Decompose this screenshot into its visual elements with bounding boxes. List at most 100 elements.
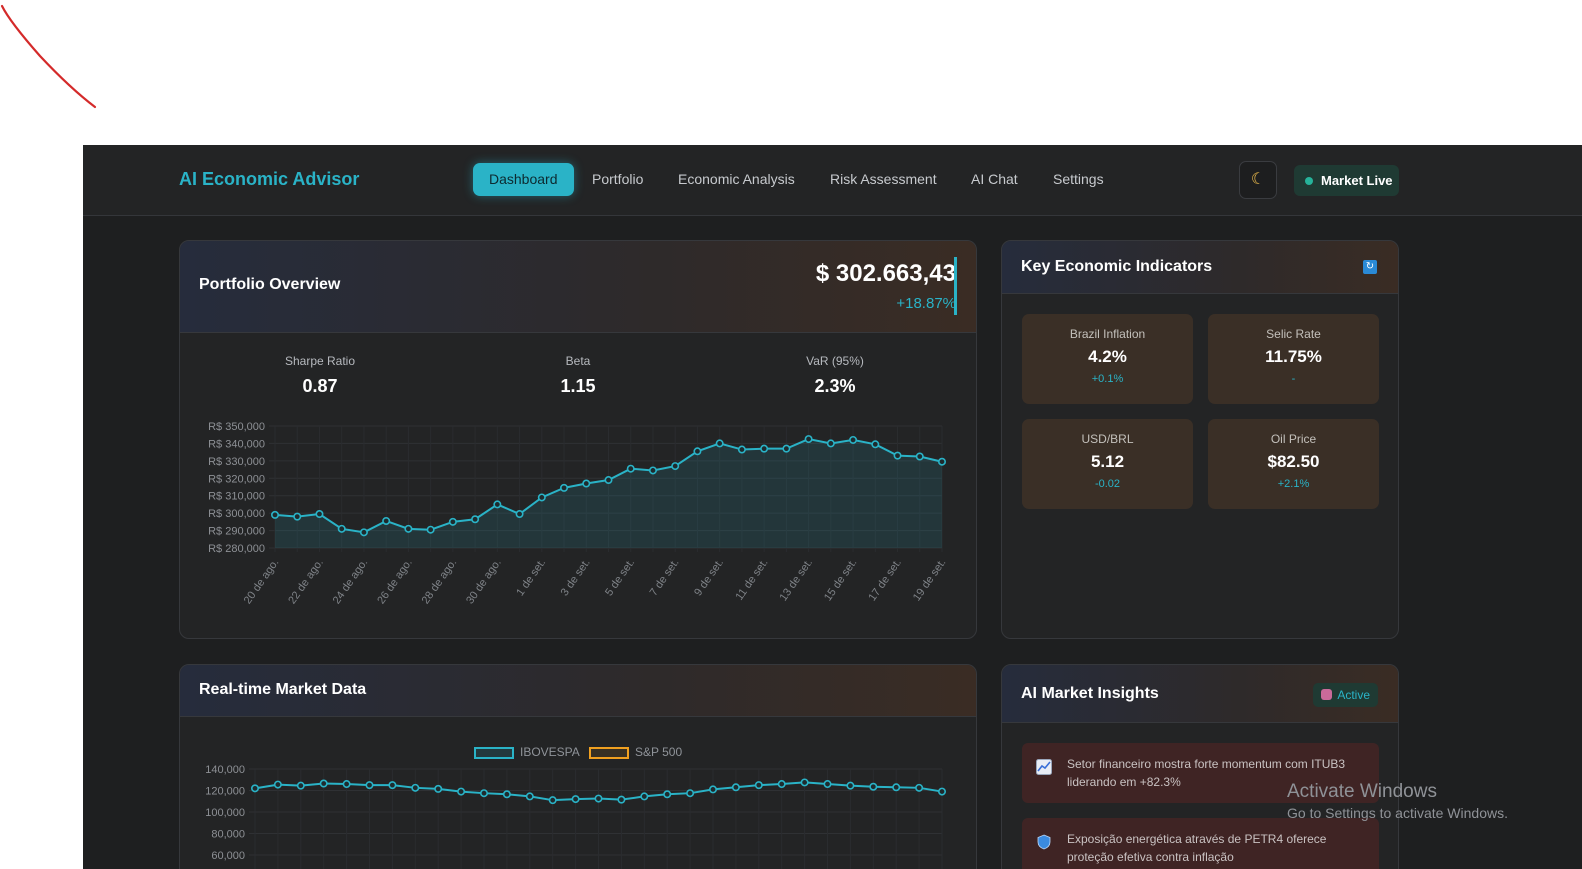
- portfolio-value-chart[interactable]: R$ 350,000 R$ 340,000 R$ 330,000 R$ 320,000…: [180, 419, 977, 629]
- data-point: [760, 444, 769, 453]
- legend-ibovespa[interactable]: IBOVESPA: [474, 745, 580, 759]
- data-point: [640, 792, 649, 801]
- market-live-badge: Market Live: [1294, 165, 1399, 196]
- data-point: [754, 781, 763, 790]
- x-tick-label: 17 de set.: [866, 557, 904, 603]
- legend-label: S&P 500: [635, 745, 683, 759]
- data-point: [915, 452, 924, 461]
- data-point: [693, 447, 702, 456]
- market-data-chart[interactable]: 140,000 120,000 100,000 80,000 60,000: [180, 759, 977, 869]
- insight-item[interactable]: Exposição energética através de PETR4 of…: [1022, 818, 1379, 869]
- tab-economic-analysis[interactable]: Economic Analysis: [678, 171, 795, 187]
- data-point: [548, 796, 557, 805]
- y-tick-label: R$ 350,000: [208, 421, 265, 433]
- data-point: [251, 784, 260, 793]
- market-data-card: Real-time Market Data IBOVESPA S&P 500 1…: [179, 664, 977, 869]
- metric-value: 1.15: [560, 376, 596, 396]
- y-tick-label: R$ 290,000: [208, 526, 265, 538]
- tab-ai-chat[interactable]: AI Chat: [971, 171, 1018, 187]
- top-navbar: AI Economic Advisor Dashboard Portfolio …: [83, 145, 1582, 216]
- indicators-title: Key Economic Indicators: [1021, 258, 1213, 275]
- moon-icon: ☾: [1250, 171, 1266, 188]
- data-point: [826, 439, 835, 448]
- data-point: [342, 780, 351, 789]
- legend-label: IBOVESPA: [520, 745, 580, 759]
- data-point: [604, 476, 613, 485]
- data-point: [571, 795, 580, 804]
- text-cursor-bar: [954, 257, 957, 315]
- indicator-change: +0.1%: [1091, 373, 1124, 385]
- shield-icon: [1037, 834, 1051, 850]
- data-point: [457, 787, 466, 796]
- indicator-oil-price: Oil Price $82.50 +2.1%: [1208, 419, 1379, 509]
- data-point: [892, 783, 901, 792]
- x-tick-label: 30 de ago.: [464, 557, 504, 606]
- data-point: [296, 781, 305, 790]
- metric-label: Sharpe Ratio: [284, 354, 356, 368]
- data-point: [671, 462, 680, 471]
- app-window: AI Economic Advisor Dashboard Portfolio …: [83, 145, 1582, 869]
- data-point: [869, 782, 878, 791]
- data-point: [937, 457, 946, 466]
- data-point: [594, 794, 603, 803]
- data-point: [715, 439, 724, 448]
- app-logo[interactable]: AI Economic Advisor: [179, 169, 360, 189]
- x-tick-label: 9 de set.: [692, 557, 726, 598]
- insight-text: Exposição energética através de PETR4 of…: [1067, 832, 1327, 864]
- data-point: [617, 795, 626, 804]
- data-point: [337, 524, 346, 533]
- metric-var: VaR (95%) 2.3%: [735, 354, 935, 397]
- metric-label: VaR (95%): [806, 354, 864, 368]
- metric-sharpe-ratio: Sharpe Ratio 0.87: [220, 354, 420, 397]
- x-tick-label: 20 de ago.: [242, 557, 282, 606]
- data-point: [479, 789, 488, 798]
- data-point: [273, 780, 282, 789]
- data-point: [893, 451, 902, 460]
- insight-item[interactable]: Setor financeiro mostra forte momentum c…: [1022, 743, 1379, 803]
- metric-value: 0.87: [302, 376, 338, 396]
- data-point: [846, 781, 855, 790]
- y-tick-label: R$ 320,000: [208, 473, 265, 485]
- data-point: [782, 444, 791, 453]
- x-tick-label: 26 de ago.: [375, 557, 415, 606]
- portfolio-overview-card: Portfolio Overview $ 302.663,43 +18.87% …: [179, 240, 977, 639]
- indicator-value: $82.50: [1267, 452, 1320, 471]
- x-tick-label: 1 de set.: [514, 557, 548, 598]
- data-point: [560, 483, 569, 492]
- data-point: [319, 779, 328, 788]
- indicator-change: -: [1291, 373, 1296, 385]
- portfolio-card-header: Portfolio Overview $ 302.663,43 +18.87%: [180, 241, 976, 333]
- data-point: [293, 512, 302, 521]
- legend-sp500[interactable]: S&P 500: [589, 745, 682, 759]
- data-point: [731, 783, 740, 792]
- tab-settings[interactable]: Settings: [1053, 171, 1104, 187]
- metric-value: 2.3%: [814, 376, 856, 396]
- data-point: [525, 792, 534, 801]
- indicator-change: +2.1%: [1277, 478, 1310, 490]
- legend-swatch: [474, 746, 514, 759]
- data-point: [448, 517, 457, 526]
- active-badge-label: Active: [1337, 688, 1370, 702]
- metric-beta: Beta 1.15: [478, 354, 678, 397]
- tab-risk-assessment[interactable]: Risk Assessment: [830, 171, 937, 187]
- indicators-card-header: Key Economic Indicators ↻: [1002, 241, 1398, 294]
- x-tick-label: 24 de ago.: [331, 557, 371, 606]
- indicator-label: Selic Rate: [1266, 327, 1321, 341]
- refresh-icon[interactable]: ↻: [1363, 260, 1377, 274]
- data-point: [471, 515, 480, 524]
- indicator-change: -0.02: [1094, 478, 1121, 490]
- theme-toggle-button[interactable]: ☾: [1239, 161, 1277, 199]
- y-tick-label: R$ 300,000: [208, 508, 265, 520]
- indicator-value: 11.75%: [1265, 347, 1322, 366]
- y-tick-label: R$ 280,000: [208, 543, 265, 555]
- data-point: [315, 510, 324, 519]
- data-point: [434, 784, 443, 793]
- metric-label: Beta: [565, 354, 591, 368]
- tab-portfolio[interactable]: Portfolio: [592, 171, 644, 187]
- portfolio-value: $ 302.663,43: [815, 260, 956, 287]
- data-point: [502, 790, 511, 799]
- data-point: [404, 524, 413, 533]
- tab-dashboard[interactable]: Dashboard: [473, 163, 574, 196]
- market-card-header: Real-time Market Data: [180, 665, 976, 717]
- data-point: [359, 528, 368, 537]
